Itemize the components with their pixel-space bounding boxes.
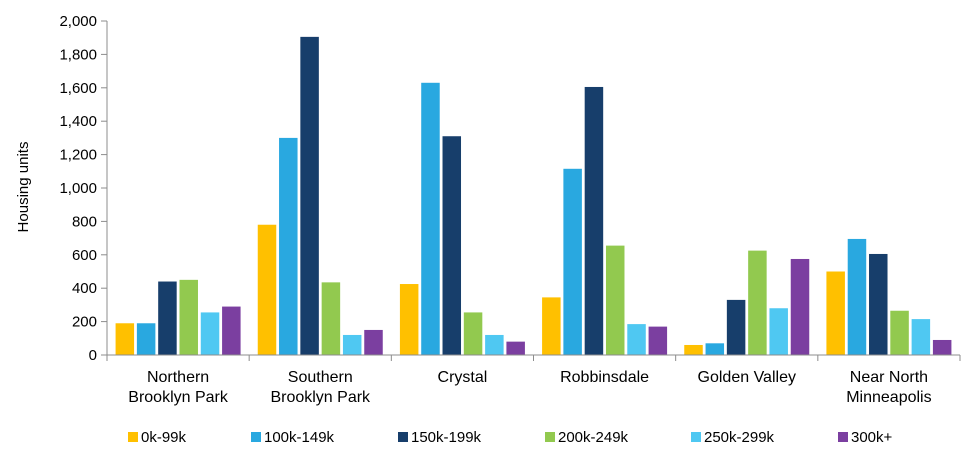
bar bbox=[222, 306, 241, 355]
legend-swatch bbox=[838, 432, 848, 442]
y-tick-label: 2,000 bbox=[59, 13, 97, 30]
bar bbox=[321, 282, 341, 355]
bar bbox=[442, 136, 462, 355]
bar bbox=[748, 250, 767, 355]
category-label: Crystal bbox=[438, 369, 488, 386]
bar bbox=[648, 326, 668, 355]
bar bbox=[869, 253, 888, 355]
bar bbox=[506, 341, 525, 355]
bar bbox=[364, 329, 383, 355]
bar bbox=[932, 339, 952, 355]
bar bbox=[769, 308, 788, 355]
legend: 0k-99k 100k-149k 150k-199k 200k-249k 250k-29… bbox=[128, 429, 893, 446]
legend-label: 250k-299k bbox=[704, 429, 775, 446]
bar bbox=[826, 271, 845, 355]
y-tick-label: 1,600 bbox=[59, 80, 97, 97]
y-axis: 0 200 400 600 800 1,000 1,200 1,400 1,600 1,800 2,… bbox=[59, 13, 108, 364]
bar bbox=[847, 238, 867, 355]
bar bbox=[179, 279, 198, 355]
y-tick-label: 1,400 bbox=[59, 113, 97, 130]
y-tick-label: 800 bbox=[72, 213, 97, 230]
bar bbox=[399, 284, 419, 355]
y-tick-label: 1,200 bbox=[59, 147, 97, 164]
bar bbox=[342, 334, 362, 355]
bar bbox=[911, 319, 931, 355]
y-tick-label: 400 bbox=[72, 280, 97, 297]
legend-label: 200k-249k bbox=[558, 429, 629, 446]
category-label: Northern bbox=[147, 369, 209, 386]
legend-label: 300k+ bbox=[851, 429, 893, 446]
y-tick-label: 600 bbox=[72, 247, 97, 264]
bar bbox=[790, 258, 810, 355]
bar bbox=[890, 310, 909, 355]
x-axis: Northern Brooklyn Park Southern Brooklyn Pa… bbox=[106, 354, 961, 406]
bar bbox=[136, 323, 156, 355]
legend-swatch bbox=[398, 432, 408, 442]
category-label: Brooklyn Park bbox=[128, 389, 229, 406]
y-tick-label: 1,000 bbox=[59, 180, 97, 197]
legend-label: 0k-99k bbox=[141, 429, 187, 446]
bar bbox=[463, 312, 483, 355]
bar bbox=[115, 323, 135, 355]
bar bbox=[684, 344, 703, 355]
legend-label: 100k-149k bbox=[264, 429, 335, 446]
bar bbox=[542, 297, 561, 355]
bars bbox=[115, 36, 952, 356]
y-tick-label: 0 bbox=[89, 347, 97, 364]
legend-swatch bbox=[128, 432, 138, 442]
y-tick-label: 1,800 bbox=[59, 46, 97, 63]
legend-label: 150k-199k bbox=[411, 429, 482, 446]
category-label: Robbinsdale bbox=[560, 369, 649, 386]
bar bbox=[200, 312, 220, 355]
bar bbox=[705, 343, 725, 355]
bar bbox=[726, 299, 746, 355]
legend-swatch bbox=[691, 432, 701, 442]
category-label: Golden Valley bbox=[698, 369, 796, 386]
category-label: Minneapolis bbox=[846, 389, 931, 406]
category-label: Southern bbox=[288, 369, 353, 386]
bar bbox=[421, 82, 440, 355]
category-label: Brooklyn Park bbox=[270, 389, 371, 406]
y-tick-label: 200 bbox=[72, 314, 97, 331]
category-label: Near North bbox=[850, 369, 928, 386]
legend-swatch bbox=[251, 432, 261, 442]
y-axis-title: Housing units bbox=[15, 142, 32, 233]
bar bbox=[584, 86, 604, 355]
bar bbox=[300, 36, 319, 356]
bar bbox=[605, 245, 625, 355]
bar bbox=[485, 334, 504, 355]
bar bbox=[279, 137, 298, 355]
bar bbox=[257, 224, 277, 355]
bar bbox=[563, 168, 582, 355]
legend-swatch bbox=[545, 432, 555, 442]
bar bbox=[158, 281, 177, 355]
bar bbox=[627, 324, 646, 355]
